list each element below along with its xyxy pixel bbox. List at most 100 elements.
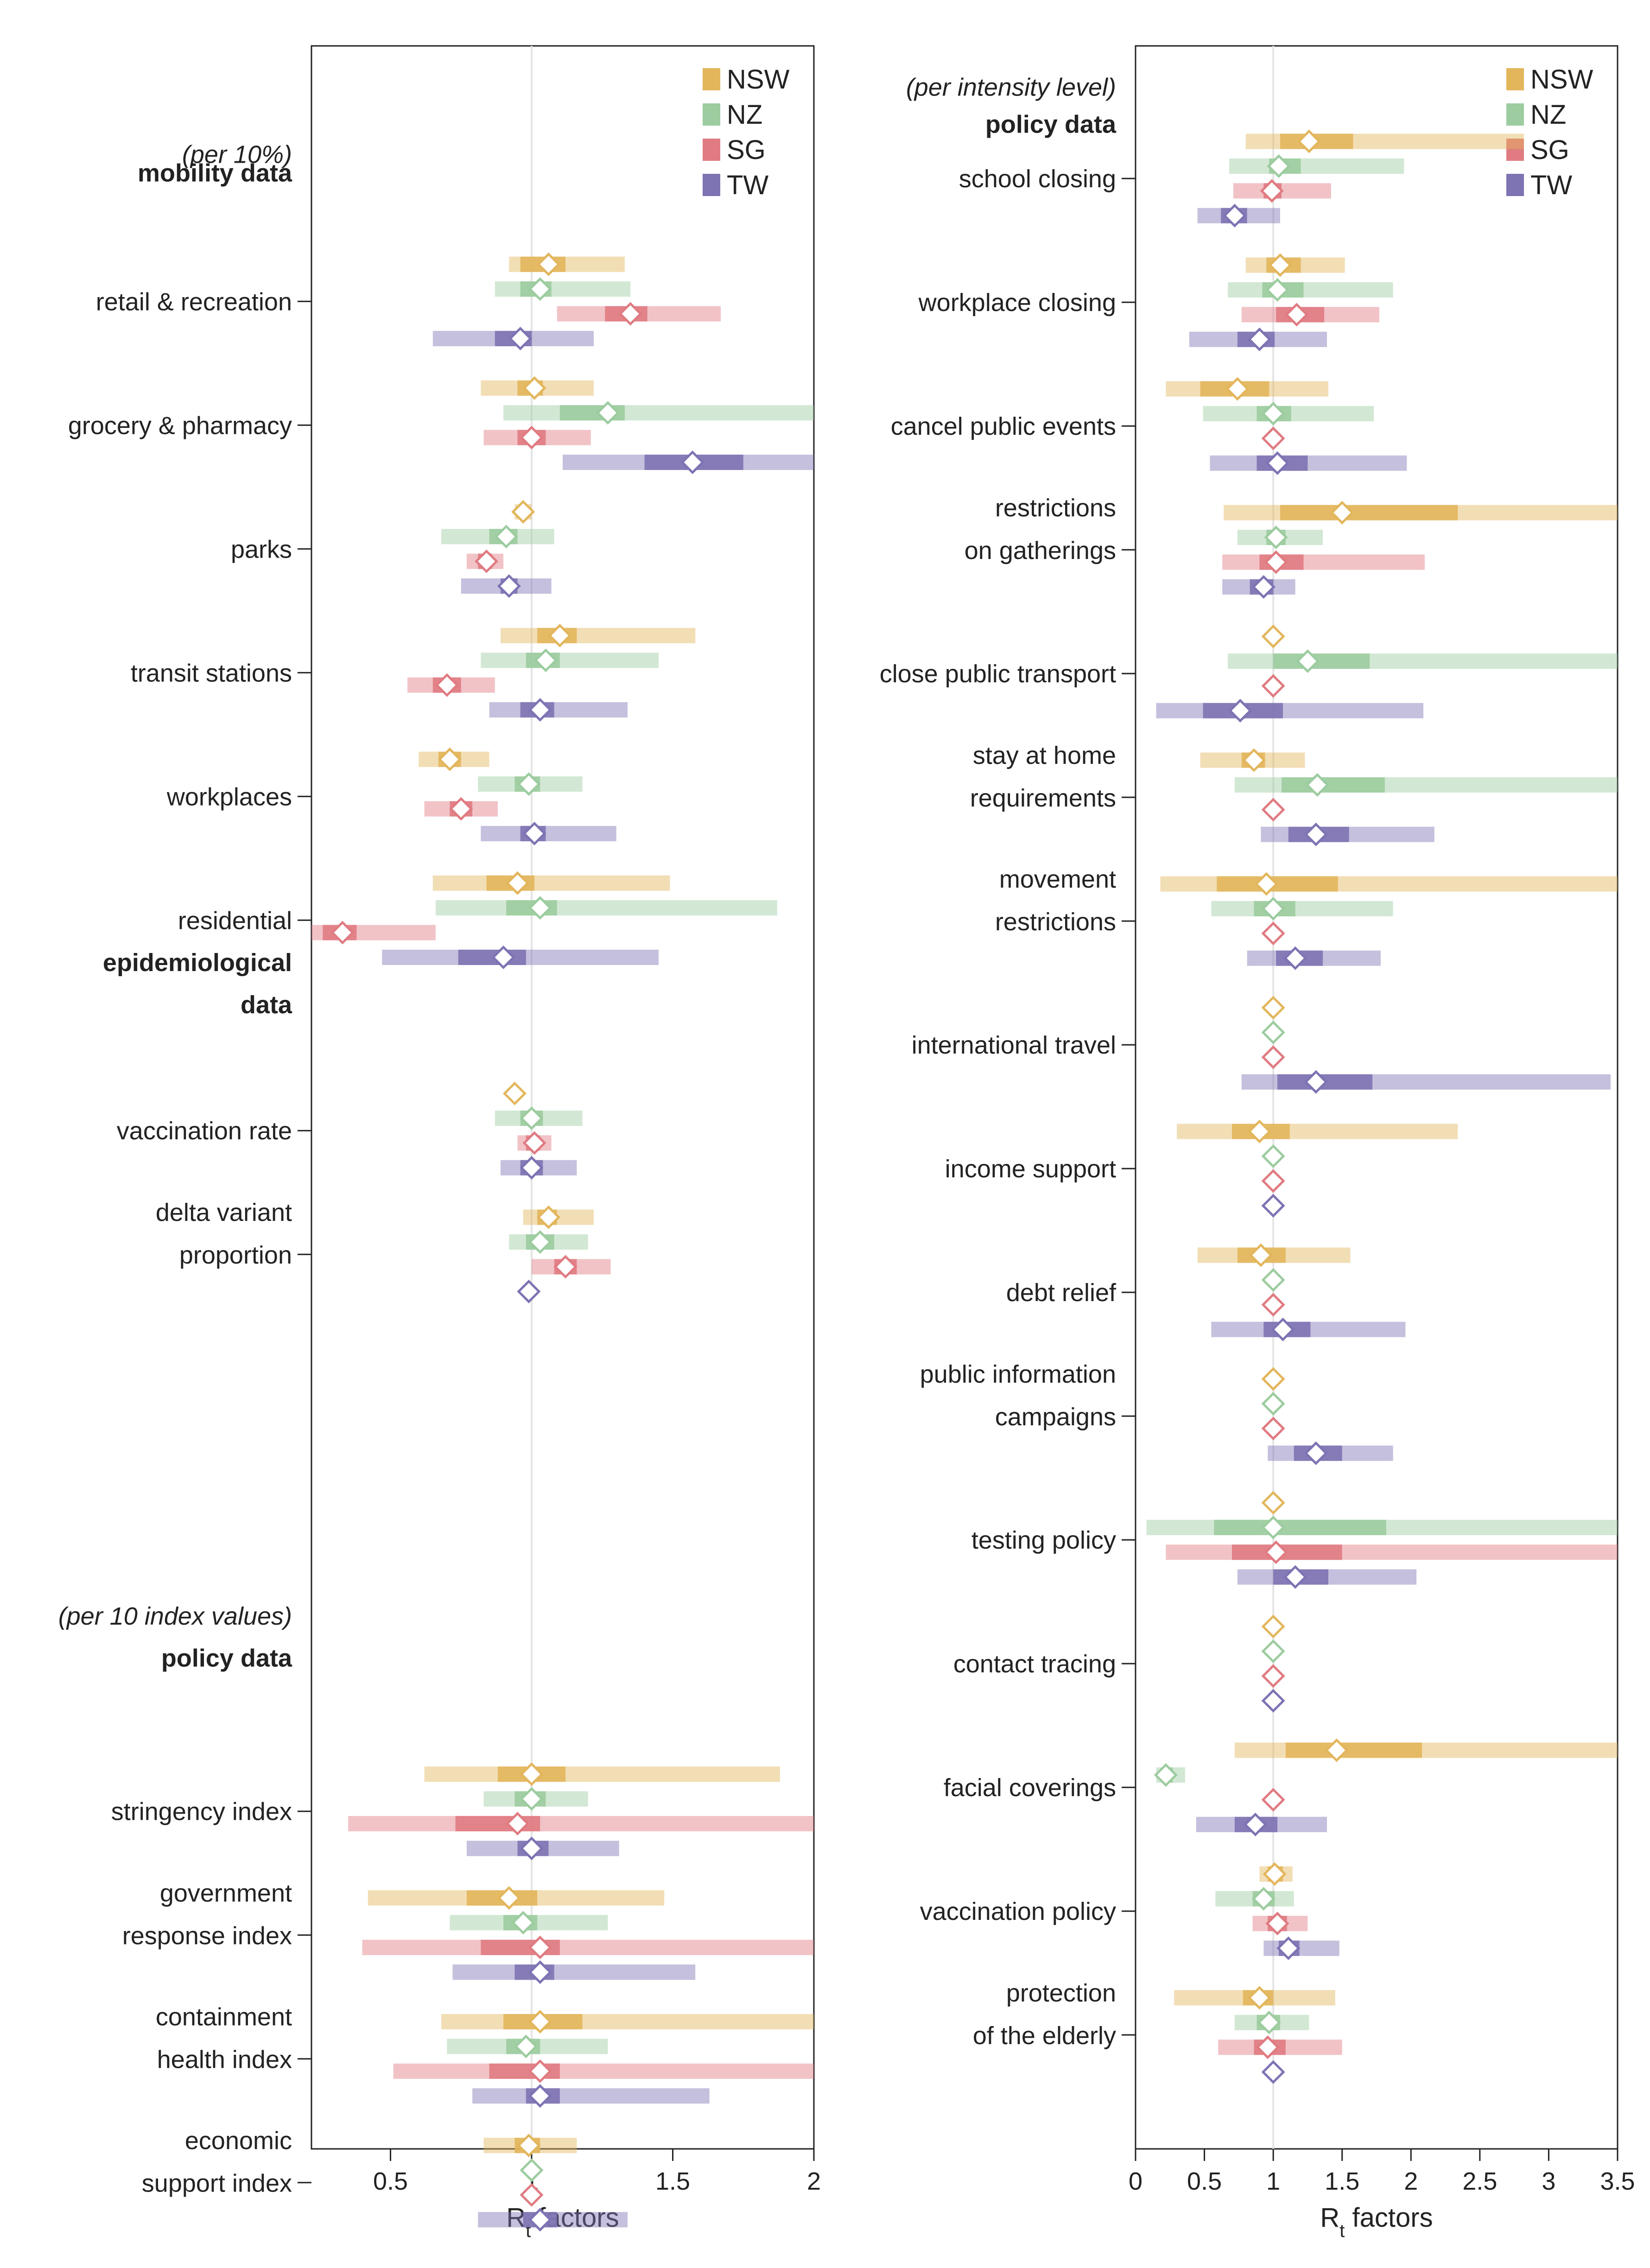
estimate-marker-parks-nz[interactable] [494, 525, 518, 549]
estimate-marker-vaccination-policy-nz[interactable] [1251, 1887, 1276, 1911]
estimate-marker-international-travel-nsw[interactable] [1261, 996, 1285, 1020]
estimate-marker-government-response-index-nz[interactable] [511, 1911, 535, 1935]
estimate-marker-containment-health-index-nsw[interactable] [528, 2010, 552, 2034]
estimate-marker-cancel-public-events-nsw[interactable] [1225, 377, 1250, 401]
estimate-marker-testing-policy-nz[interactable] [1261, 1515, 1285, 1539]
estimate-marker-workplace-closing-nz[interactable] [1265, 278, 1289, 302]
estimate-marker-school-closing-tw[interactable] [1223, 203, 1247, 228]
estimate-marker-cancel-public-events-tw[interactable] [1265, 451, 1289, 475]
estimate-marker-protection-of-the-elderly-nsw[interactable] [1247, 1986, 1271, 2010]
estimate-marker-vaccination-policy-tw[interactable] [1276, 1936, 1301, 1960]
estimate-marker-delta-variant-proportion-tw[interactable] [517, 1279, 541, 1303]
estimate-marker-close-public-transport-nz[interactable] [1295, 649, 1320, 673]
estimate-marker-public-information-campaigns-tw[interactable] [1304, 1441, 1328, 1465]
estimate-marker-retail-recreation-nz[interactable] [528, 277, 552, 301]
estimate-marker-retail-recreation-nsw[interactable] [537, 252, 561, 276]
estimate-marker-school-closing-nsw[interactable] [1297, 129, 1321, 153]
estimate-marker-transit-stations-sg[interactable] [435, 673, 459, 697]
estimate-marker-retail-recreation-sg[interactable] [618, 302, 642, 326]
estimate-marker-close-public-transport-tw[interactable] [1228, 699, 1252, 723]
estimate-marker-close-public-transport-nsw[interactable] [1261, 624, 1285, 648]
estimate-marker-government-response-index-sg[interactable] [528, 1935, 552, 1959]
estimate-marker-economic-support-index-nz[interactable] [520, 2158, 544, 2182]
estimate-marker-workplaces-nz[interactable] [517, 772, 541, 796]
estimate-marker-debt-relief-sg[interactable] [1261, 1293, 1285, 1317]
estimate-marker-transit-stations-nsw[interactable] [548, 623, 572, 648]
estimate-marker-contact-tracing-sg[interactable] [1261, 1664, 1285, 1688]
estimate-marker-stay-at-home-requirements-nsw[interactable] [1242, 748, 1266, 772]
estimate-marker-containment-health-index-tw[interactable] [528, 2084, 552, 2108]
estimate-marker-transit-stations-tw[interactable] [528, 698, 552, 722]
estimate-marker-public-information-campaigns-nsw[interactable] [1261, 1367, 1285, 1391]
estimate-marker-transit-stations-nz[interactable] [533, 648, 558, 673]
estimate-marker-stringency-index-nsw[interactable] [520, 1762, 544, 1786]
estimate-marker-government-response-index-tw[interactable] [528, 1960, 552, 1984]
estimate-marker-delta-variant-proportion-sg[interactable] [553, 1255, 578, 1279]
estimate-marker-debt-relief-nsw[interactable] [1249, 1243, 1273, 1267]
estimate-marker-testing-policy-nsw[interactable] [1261, 1491, 1285, 1515]
estimate-marker-vaccination-rate-nz[interactable] [520, 1106, 544, 1131]
estimate-marker-debt-relief-nz[interactable] [1261, 1268, 1285, 1292]
estimate-marker-vaccination-rate-tw[interactable] [520, 1156, 544, 1180]
estimate-marker-grocery-pharmacy-nsw[interactable] [522, 376, 546, 400]
estimate-marker-facial-coverings-sg[interactable] [1261, 1788, 1285, 1812]
estimate-marker-contact-tracing-nsw[interactable] [1261, 1614, 1285, 1639]
estimate-marker-close-public-transport-sg[interactable] [1261, 674, 1285, 698]
estimate-marker-stringency-index-nz[interactable] [520, 1787, 544, 1811]
estimate-marker-income-support-nsw[interactable] [1247, 1119, 1271, 1144]
estimate-marker-workplace-closing-tw[interactable] [1247, 327, 1271, 351]
estimate-marker-movement-restrictions-sg[interactable] [1261, 921, 1285, 946]
estimate-marker-workplaces-sg[interactable] [449, 797, 473, 821]
estimate-marker-stay-at-home-requirements-sg[interactable] [1261, 798, 1285, 822]
estimate-marker-cancel-public-events-sg[interactable] [1261, 426, 1285, 451]
estimate-marker-containment-health-index-sg[interactable] [528, 2059, 552, 2083]
estimate-marker-movement-restrictions-nz[interactable] [1261, 896, 1285, 921]
estimate-marker-vaccination-rate-nsw[interactable] [502, 1081, 527, 1105]
estimate-marker-restrictions-on-gatherings-tw[interactable] [1251, 575, 1276, 599]
estimate-marker-delta-variant-proportion-nz[interactable] [528, 1230, 552, 1254]
estimate-marker-income-support-tw[interactable] [1261, 1194, 1285, 1218]
estimate-marker-stringency-index-sg[interactable] [506, 1811, 530, 1836]
estimate-marker-restrictions-on-gatherings-nsw[interactable] [1330, 501, 1354, 525]
estimate-marker-stay-at-home-requirements-tw[interactable] [1304, 822, 1328, 846]
estimate-marker-vaccination-policy-sg[interactable] [1265, 1912, 1289, 1936]
estimate-marker-workplaces-nsw[interactable] [438, 747, 462, 771]
estimate-marker-workplaces-tw[interactable] [522, 821, 546, 845]
estimate-marker-residential-nsw[interactable] [506, 871, 530, 895]
estimate-marker-economic-support-index-nsw[interactable] [517, 2134, 541, 2158]
estimate-marker-income-support-nz[interactable] [1261, 1144, 1285, 1168]
estimate-marker-residential-nz[interactable] [528, 896, 552, 920]
estimate-marker-residential-tw[interactable] [491, 945, 515, 969]
estimate-marker-facial-coverings-nz[interactable] [1154, 1763, 1178, 1787]
estimate-marker-grocery-pharmacy-nz[interactable] [596, 401, 620, 425]
estimate-marker-testing-policy-sg[interactable] [1264, 1540, 1288, 1564]
estimate-marker-residential-sg[interactable] [330, 921, 355, 945]
estimate-marker-testing-policy-tw[interactable] [1283, 1565, 1307, 1589]
estimate-marker-government-response-index-nsw[interactable] [497, 1886, 521, 1910]
estimate-marker-stay-at-home-requirements-nz[interactable] [1305, 773, 1329, 797]
estimate-marker-contact-tracing-nz[interactable] [1261, 1639, 1285, 1663]
estimate-marker-restrictions-on-gatherings-sg[interactable] [1264, 550, 1288, 574]
estimate-marker-retail-recreation-tw[interactable] [508, 326, 533, 350]
estimate-marker-international-travel-tw[interactable] [1304, 1070, 1328, 1094]
estimate-marker-contact-tracing-tw[interactable] [1261, 1689, 1285, 1713]
estimate-marker-movement-restrictions-nsw[interactable] [1254, 872, 1278, 896]
estimate-marker-workplace-closing-sg[interactable] [1285, 303, 1309, 327]
estimate-marker-international-travel-nz[interactable] [1261, 1020, 1285, 1044]
estimate-marker-economic-support-index-sg[interactable] [520, 2183, 544, 2207]
estimate-marker-parks-nsw[interactable] [511, 500, 535, 524]
estimate-marker-containment-health-index-nz[interactable] [514, 2034, 538, 2058]
estimate-marker-facial-coverings-tw[interactable] [1243, 1812, 1268, 1836]
estimate-marker-international-travel-sg[interactable] [1261, 1045, 1285, 1069]
estimate-marker-parks-sg[interactable] [475, 549, 499, 573]
estimate-marker-grocery-pharmacy-sg[interactable] [520, 426, 544, 450]
estimate-marker-protection-of-the-elderly-nz[interactable] [1257, 2010, 1281, 2034]
estimate-marker-school-closing-nz[interactable] [1267, 154, 1291, 178]
estimate-marker-movement-restrictions-tw[interactable] [1283, 946, 1307, 970]
estimate-marker-delta-variant-proportion-nsw[interactable] [537, 1205, 561, 1229]
estimate-marker-debt-relief-tw[interactable] [1271, 1317, 1295, 1341]
estimate-marker-workplace-closing-nsw[interactable] [1268, 253, 1292, 277]
estimate-marker-protection-of-the-elderly-tw[interactable] [1261, 2060, 1285, 2084]
estimate-marker-public-information-campaigns-nz[interactable] [1261, 1391, 1285, 1416]
estimate-marker-restrictions-on-gatherings-nz[interactable] [1264, 525, 1288, 549]
